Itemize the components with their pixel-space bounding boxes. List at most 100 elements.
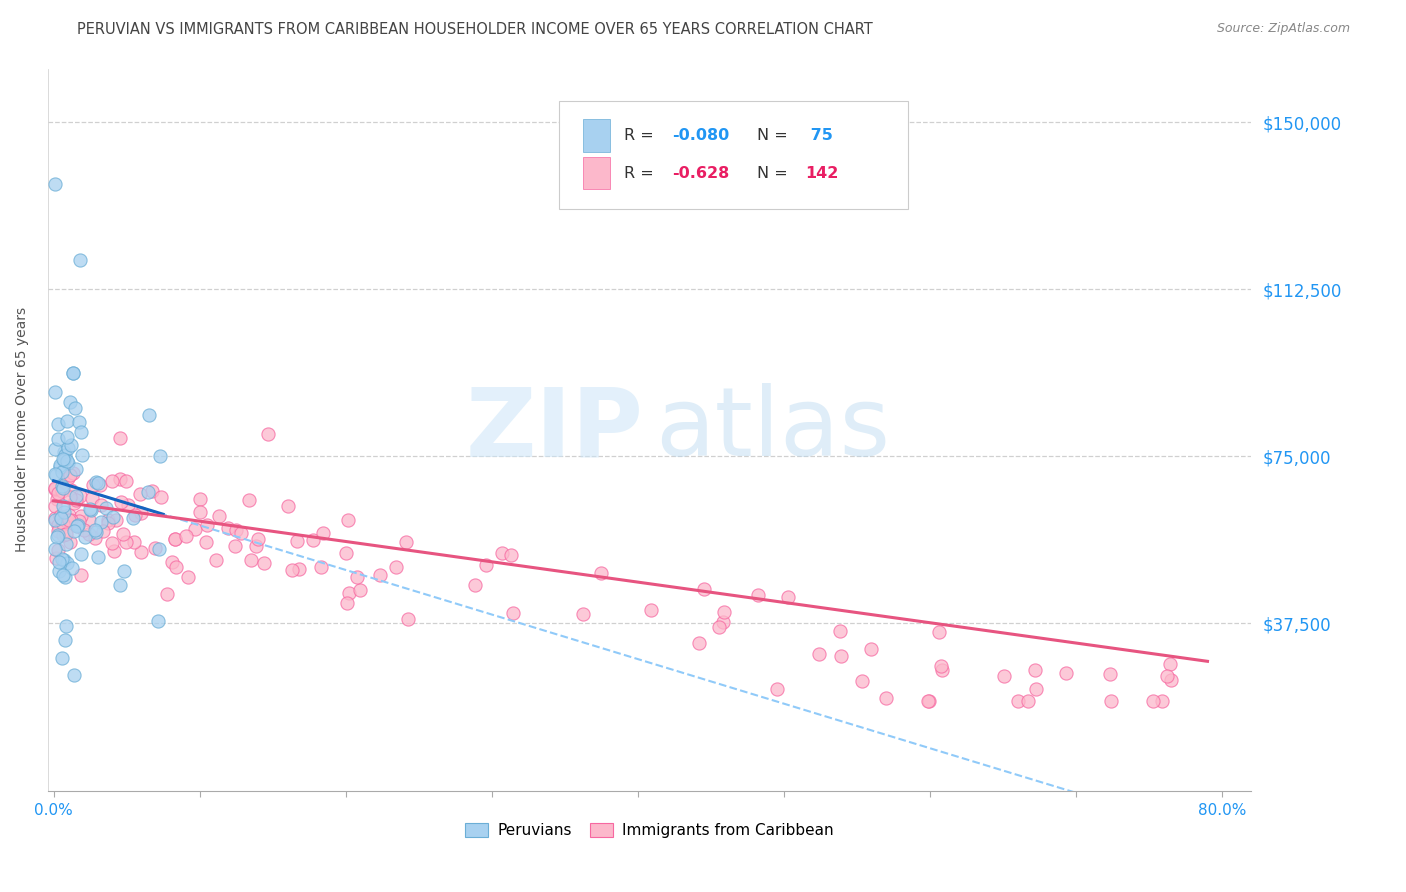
Point xyxy=(396,612,419,626)
Point xyxy=(67,514,90,528)
Point xyxy=(309,560,332,574)
Point xyxy=(48,565,70,579)
Point xyxy=(65,493,87,508)
Point xyxy=(69,253,91,268)
Point xyxy=(224,539,246,553)
Y-axis label: Householder Income Over 65 years: Householder Income Over 65 years xyxy=(15,307,30,552)
Point xyxy=(808,647,831,661)
Point xyxy=(368,567,391,582)
Point xyxy=(52,516,75,531)
Point xyxy=(929,658,952,673)
Point xyxy=(58,508,80,522)
Point xyxy=(51,465,73,479)
Point xyxy=(281,564,304,578)
Point xyxy=(86,549,108,564)
Point xyxy=(48,459,70,474)
Point xyxy=(148,541,170,556)
Point xyxy=(395,534,418,549)
Point xyxy=(188,492,211,507)
Text: R =: R = xyxy=(624,128,659,144)
Point xyxy=(162,555,184,569)
Point xyxy=(1099,694,1122,708)
Point xyxy=(46,518,69,533)
Point xyxy=(589,566,612,580)
Point xyxy=(256,426,278,441)
Point xyxy=(44,482,66,496)
Point xyxy=(89,516,111,530)
Point xyxy=(247,532,270,546)
Point xyxy=(108,432,131,446)
Point xyxy=(115,474,138,488)
Point xyxy=(56,556,79,570)
Point xyxy=(44,385,66,400)
Point xyxy=(765,682,787,697)
Point xyxy=(59,483,82,497)
Point xyxy=(693,582,716,597)
Text: 75: 75 xyxy=(804,128,832,144)
Point xyxy=(1025,681,1047,696)
Point xyxy=(177,570,200,584)
Point xyxy=(713,615,735,630)
Text: PERUVIAN VS IMMIGRANTS FROM CARIBBEAN HOUSEHOLDER INCOME OVER 65 YEARS CORRELATI: PERUVIAN VS IMMIGRANTS FROM CARIBBEAN HO… xyxy=(77,22,873,37)
Point xyxy=(640,603,662,617)
Point xyxy=(143,541,166,555)
Text: atlas: atlas xyxy=(655,383,890,476)
Point xyxy=(287,562,309,576)
Point xyxy=(208,508,231,523)
FancyBboxPatch shape xyxy=(560,101,908,210)
Point xyxy=(105,513,128,527)
Point xyxy=(138,408,160,422)
Point xyxy=(188,505,211,519)
Point xyxy=(90,498,112,512)
Point xyxy=(101,475,124,489)
Point xyxy=(82,477,104,491)
Point xyxy=(129,506,152,520)
Bar xyxy=(583,157,610,189)
Point xyxy=(165,560,187,574)
Point xyxy=(156,587,179,601)
Point xyxy=(1054,666,1077,681)
Point xyxy=(46,542,69,557)
Point xyxy=(776,590,799,604)
Point xyxy=(110,578,132,592)
Point xyxy=(65,462,87,476)
Point xyxy=(217,521,239,535)
Point xyxy=(45,551,67,566)
Point xyxy=(713,605,735,619)
Point xyxy=(70,547,93,561)
Point xyxy=(1024,663,1046,677)
Point xyxy=(174,529,197,543)
Point xyxy=(46,491,69,506)
Point xyxy=(194,534,217,549)
Point xyxy=(46,417,69,431)
Point xyxy=(828,624,851,639)
Point xyxy=(464,578,486,592)
Point xyxy=(55,430,77,444)
Point xyxy=(149,490,172,504)
Point xyxy=(245,539,267,553)
Point xyxy=(84,475,107,489)
Point xyxy=(302,533,325,547)
Point xyxy=(101,509,124,524)
Point xyxy=(46,486,69,500)
Point xyxy=(44,511,66,525)
Point xyxy=(928,625,950,640)
Point xyxy=(239,553,262,567)
Point xyxy=(53,505,76,519)
Point xyxy=(502,607,524,621)
Point xyxy=(59,490,82,504)
Point xyxy=(52,500,75,514)
Point xyxy=(917,694,939,708)
Point xyxy=(993,669,1015,683)
Point xyxy=(84,531,107,545)
Point xyxy=(474,558,496,572)
Point xyxy=(44,513,66,527)
Point xyxy=(285,534,308,549)
Point xyxy=(53,445,76,459)
Point xyxy=(46,527,69,541)
Point xyxy=(67,415,90,429)
Point xyxy=(73,523,96,537)
Point xyxy=(114,564,136,578)
Point xyxy=(146,614,169,628)
Point xyxy=(253,556,276,570)
